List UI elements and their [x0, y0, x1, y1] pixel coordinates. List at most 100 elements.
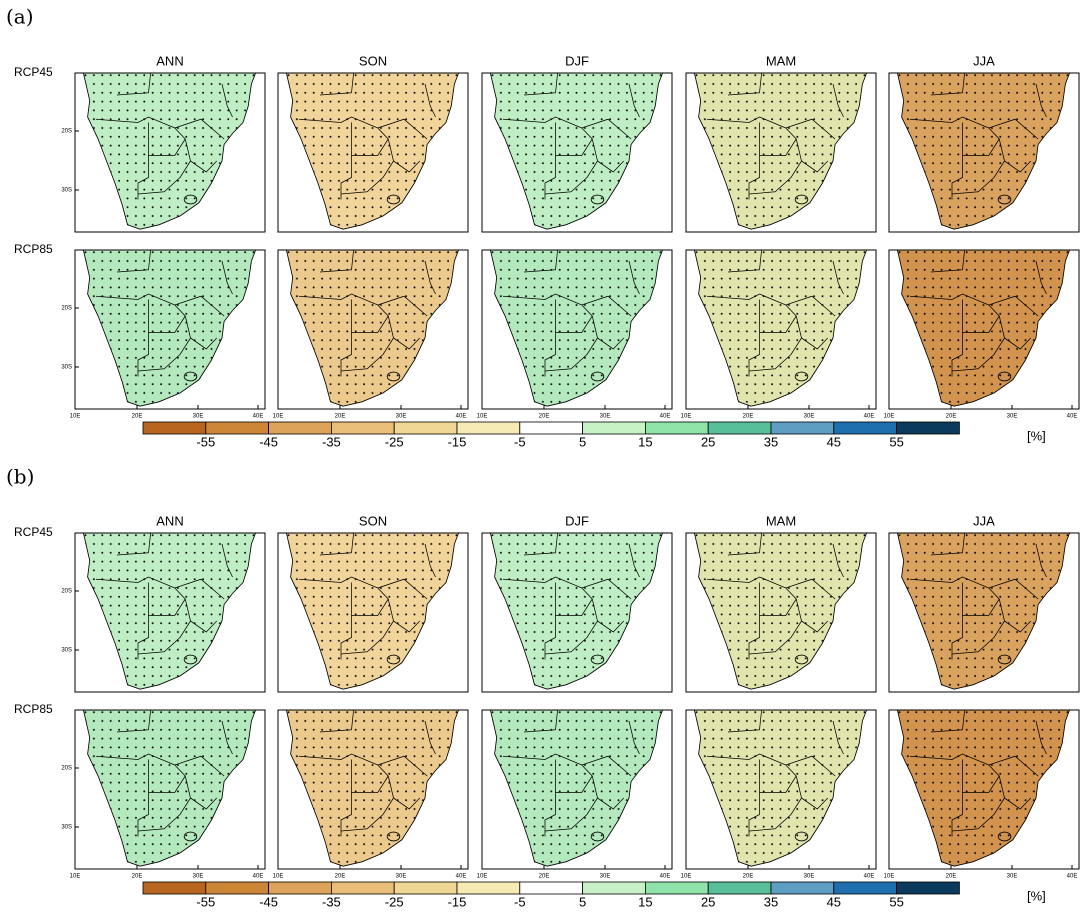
- border: [340, 160, 394, 195]
- border: [148, 138, 186, 156]
- border: [951, 337, 1005, 372]
- border: [759, 598, 797, 616]
- lon-tick-label: 10E: [70, 874, 81, 880]
- border: [221, 260, 233, 295]
- colorbar-unit: [%]: [1027, 428, 1046, 443]
- border: [951, 160, 1005, 195]
- border: [962, 775, 1000, 793]
- map-panel: 10E 20E 30E 40E: [477, 249, 673, 420]
- border: [1035, 720, 1047, 755]
- border: [116, 72, 151, 96]
- border: [555, 775, 593, 793]
- map-panel: [481, 532, 673, 693]
- border: [930, 532, 965, 556]
- frame: [888, 709, 1080, 870]
- border: [988, 764, 1032, 810]
- border: [832, 543, 844, 578]
- colorbar-label: 25: [701, 434, 715, 449]
- lon-tick-label: 20E: [335, 874, 346, 880]
- border: [727, 72, 762, 96]
- border: [951, 797, 1005, 832]
- season-title: DJF: [565, 513, 589, 528]
- season-title: ANN: [156, 53, 183, 68]
- colorbar-segment: [456, 421, 521, 435]
- border: [424, 720, 436, 755]
- border: [340, 620, 394, 655]
- border: [298, 576, 428, 600]
- border: [137, 299, 149, 377]
- season-title: MAM: [766, 513, 796, 528]
- season-title: SON: [359, 53, 387, 68]
- colorbar-label: -45: [259, 434, 278, 449]
- lesotho: [386, 371, 401, 382]
- border: [988, 304, 1032, 350]
- colorbar-segment: [833, 881, 897, 895]
- border: [832, 260, 844, 295]
- map-panel: 10E 20E 30E 40E: [681, 709, 877, 880]
- colorbar-segment: [896, 421, 960, 435]
- lon-tick-label: 10E: [477, 414, 488, 420]
- colorbar-segment: [142, 881, 207, 895]
- border: [951, 122, 963, 200]
- season-title: JJA: [973, 53, 995, 68]
- border: [148, 598, 186, 616]
- colorbar-label: 15: [638, 434, 652, 449]
- colorbar-segment: [142, 421, 207, 435]
- colorbar-segment: [582, 421, 646, 435]
- border: [137, 122, 149, 200]
- lon-tick-label: 40E: [456, 874, 467, 880]
- colorbar-segment: [833, 421, 897, 435]
- border: [555, 138, 593, 156]
- colorbar-segment: [707, 421, 772, 435]
- lat-tick-label: 20S: [61, 766, 72, 772]
- map-panel: 10E 20E 30E 40E: [273, 249, 469, 420]
- border: [581, 304, 625, 350]
- map-panel: [685, 532, 877, 693]
- lon-tick-label: 30E: [600, 414, 611, 420]
- lon-tick-label: 30E: [1007, 874, 1018, 880]
- border: [988, 587, 1032, 633]
- border: [544, 160, 598, 195]
- map-panel: [888, 532, 1080, 693]
- colorbar-segment: [330, 881, 395, 895]
- border: [137, 582, 149, 660]
- lesotho: [997, 654, 1012, 665]
- border: [502, 116, 632, 140]
- frame: [277, 72, 469, 233]
- figure-label: (b): [6, 465, 34, 489]
- border: [424, 83, 436, 118]
- lon-tick-label: 10E: [477, 874, 488, 880]
- lon-tick-label: 20E: [539, 414, 550, 420]
- frame: [685, 72, 877, 233]
- border: [174, 764, 218, 810]
- lesotho: [386, 654, 401, 665]
- border: [748, 337, 802, 372]
- lesotho: [590, 654, 605, 665]
- border: [148, 315, 186, 333]
- border: [340, 797, 394, 832]
- border: [340, 299, 352, 377]
- border: [298, 116, 428, 140]
- border: [706, 116, 836, 140]
- lon-tick-label: 10E: [273, 874, 284, 880]
- border: [759, 775, 797, 793]
- lon-tick-label: 10E: [884, 414, 895, 420]
- lesotho: [997, 371, 1012, 382]
- border: [909, 576, 1039, 600]
- border: [909, 753, 1039, 777]
- border: [221, 83, 233, 118]
- border: [748, 160, 802, 195]
- border: [951, 582, 963, 660]
- frame: [277, 249, 469, 410]
- lon-tick-label: 10E: [273, 414, 284, 420]
- border: [951, 299, 963, 377]
- frame: [481, 249, 673, 410]
- border: [137, 620, 191, 655]
- lon-tick-label: 40E: [660, 414, 671, 420]
- lesotho: [386, 831, 401, 842]
- border: [298, 753, 428, 777]
- lon-tick-label: 40E: [864, 414, 875, 420]
- border: [544, 620, 598, 655]
- lon-tick-label: 30E: [193, 874, 204, 880]
